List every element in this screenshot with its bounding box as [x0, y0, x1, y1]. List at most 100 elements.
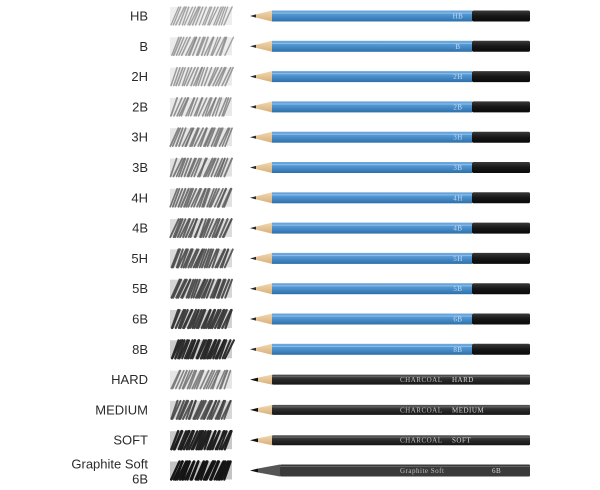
pencil-brand-print: Graphite Soft — [400, 467, 444, 475]
grade-label: 4B — [132, 221, 148, 236]
pencil-stroke-swatch-icon — [169, 460, 232, 481]
pencil-icon: 4H — [250, 192, 530, 204]
pencil-stroke-swatch-icon — [170, 369, 232, 390]
grade-label: HB — [130, 9, 148, 24]
pencil-row: 3H 3H — [131, 127, 530, 148]
pencil-row: 2H 2H — [131, 66, 530, 87]
pencil-stroke-swatch-icon — [170, 66, 234, 87]
pencil-icon: 4B — [250, 222, 530, 234]
grade-label: Graphite Soft 6B — [71, 457, 148, 487]
pencil-row: 4H 4H — [131, 187, 530, 208]
pencil-row: 4B 4B — [132, 218, 530, 239]
pencil-icon: 3H — [250, 131, 530, 143]
grade-label-line: 2B — [132, 99, 148, 114]
pencil-stroke-swatch-icon — [170, 308, 233, 330]
pencil-icon: 2B — [250, 101, 530, 113]
grade-label-line: 4B — [132, 221, 148, 236]
pencil-icon: 2H — [250, 71, 530, 83]
grade-label-line: 6B — [132, 312, 148, 327]
pencil-brand-print: CHARCOAL — [400, 406, 443, 414]
pencil-row: 2B 2B — [132, 97, 530, 117]
pencil-row: MEDIUM CHARCOAL MEDIUM — [95, 399, 530, 421]
pencil-row: HARD CHARCOAL HARD — [111, 369, 530, 390]
grade-label-line: 3H — [131, 130, 148, 145]
grade-label-line: 5H — [131, 251, 148, 266]
pencil-grade-print: 4B — [453, 225, 462, 233]
pencil-row: 6B 6B — [132, 308, 530, 330]
pencil-stroke-swatch-icon — [170, 36, 235, 57]
grade-label-line: HB — [130, 9, 148, 24]
pencil-icon: 5H — [250, 252, 530, 264]
pencil-stroke-swatch-icon — [170, 429, 233, 451]
pencil-stroke-swatch-icon — [170, 278, 233, 299]
grade-label: 5H — [131, 251, 148, 266]
grade-label: 2B — [132, 99, 148, 114]
grade-label: HARD — [111, 372, 148, 387]
grade-label-line: SOFT — [113, 433, 148, 448]
pencil-grade-print: SOFT — [452, 437, 471, 445]
grade-label: SOFT — [113, 433, 148, 448]
pencil-stroke-swatch-icon — [169, 127, 233, 148]
pencil-stroke-swatch-icon — [170, 97, 232, 117]
pencil-grade-print: 6B — [453, 316, 462, 324]
grade-label: 3B — [132, 160, 148, 175]
grade-label-line: 3B — [132, 160, 148, 175]
grade-label: 4H — [131, 190, 148, 205]
pencil-row: HB HB — [130, 6, 530, 26]
pencil-grade-print: MEDIUM — [452, 406, 484, 414]
grade-label-line: 5B — [132, 281, 148, 296]
pencil-icon: 6B — [250, 313, 530, 325]
pencil-stroke-swatch-icon — [169, 218, 233, 239]
grade-label: MEDIUM — [95, 402, 148, 417]
pencil-grade-print: 8B — [453, 346, 462, 354]
grade-label: 2H — [131, 69, 148, 84]
grade-label: 6B — [132, 312, 148, 327]
pencil-grade-print: HARD — [452, 376, 474, 384]
grade-label: 3H — [131, 130, 148, 145]
pencil-grade-print: HB — [453, 13, 464, 21]
pencil-stroke-swatch-icon — [169, 157, 233, 178]
pencil-icon: 8B — [250, 343, 530, 355]
grade-label-line: 4H — [131, 190, 148, 205]
pencil-brand-print: CHARCOAL — [400, 376, 443, 384]
pencil-grade-print: 2H — [453, 73, 463, 81]
pencil-icon: HB — [250, 10, 530, 22]
pencil-row: 5B 5B — [132, 278, 530, 299]
grade-label: B — [139, 39, 148, 54]
pencil-icon: Graphite Soft 6B — [250, 464, 530, 477]
pencil-row: 8B 8B — [132, 339, 530, 360]
pencil-icon: CHARCOAL MEDIUM — [250, 404, 530, 415]
grade-label: 5B — [132, 281, 148, 296]
grade-label-line: 8B — [132, 342, 148, 357]
pencil-grade-print: 4H — [453, 194, 463, 202]
pencil-stroke-swatch-icon — [170, 248, 234, 269]
grade-label-line: B — [139, 39, 148, 54]
grade-label: 8B — [132, 342, 148, 357]
pencil-icon: 3B — [250, 162, 530, 173]
pencil-grade-print: 6B — [492, 467, 501, 475]
pencil-grade-print: 5B — [453, 285, 462, 293]
pencil-row: 5H 5H — [131, 248, 530, 269]
pencil-icon: CHARCOAL SOFT — [250, 435, 530, 446]
grade-label-line: 6B — [132, 472, 148, 487]
pencil-grade-print: 3B — [453, 164, 462, 172]
pencil-row: SOFT CHARCOAL SOFT — [113, 429, 530, 451]
grade-label-line: Graphite Soft — [71, 457, 148, 472]
grade-label-line: 2H — [131, 69, 148, 84]
pencil-icon: B — [250, 40, 530, 52]
pencil-brand-print: CHARCOAL — [400, 437, 443, 445]
pencil-grade-print: 2B — [453, 103, 462, 111]
grade-label-line: HARD — [111, 372, 148, 387]
pencil-stroke-swatch-icon — [170, 6, 233, 26]
pencil-grade-print: 3H — [453, 134, 463, 142]
pencil-stroke-swatch-icon — [169, 187, 233, 208]
pencil-icon: 5B — [250, 283, 530, 295]
pencil-icon: CHARCOAL HARD — [250, 374, 530, 385]
grade-label-line: MEDIUM — [95, 402, 148, 417]
pencil-stroke-swatch-icon — [170, 339, 235, 360]
pencil-grade-print: B — [455, 43, 460, 51]
